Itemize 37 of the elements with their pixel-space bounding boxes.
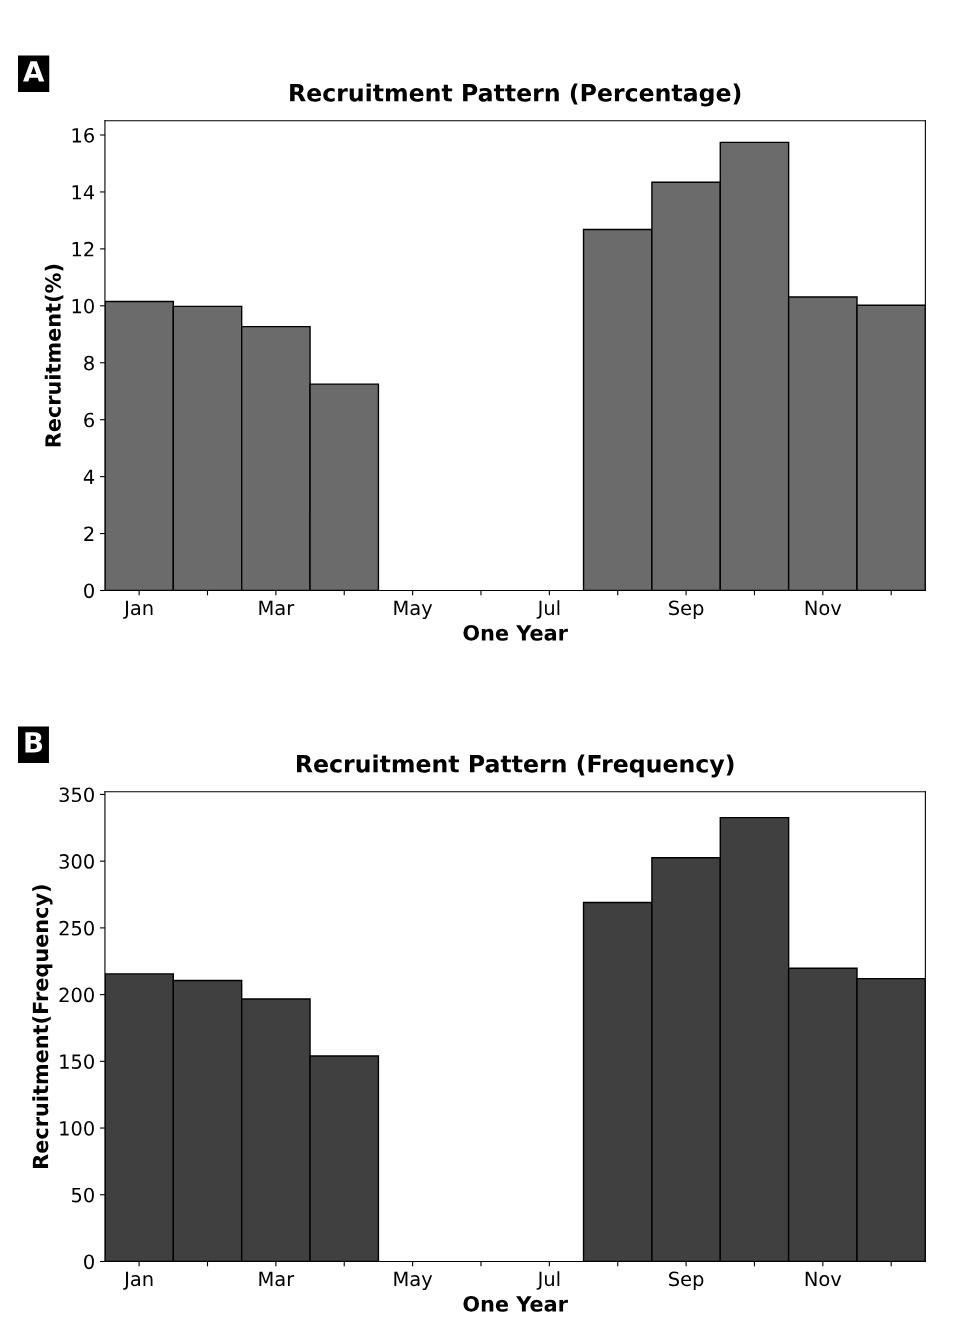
y-tick-label: 250 (59, 920, 94, 936)
y-tick-label: 0 (84, 1254, 94, 1270)
x-tick-label: Jan (123, 1271, 153, 1290)
y-tick-label: 100 (60, 1121, 94, 1136)
y-tick-label: 4 (83, 469, 95, 484)
x-tick-label: Jul (536, 1271, 560, 1290)
y-tick-label: 50 (71, 1187, 94, 1203)
text: A (23, 61, 45, 82)
x-axis-title: One Year (463, 1295, 568, 1312)
y-tick-label: 12 (72, 241, 94, 257)
x-tick-label: Sep (669, 1271, 704, 1291)
y-tick-label: 8 (84, 355, 94, 371)
x-tick-label: Mar (259, 1271, 295, 1287)
x-tick-label: May (394, 1271, 433, 1291)
x-tick-label: Mar (259, 600, 295, 616)
y-tick-label: 14 (72, 185, 95, 200)
x-tick-label: Sep (669, 600, 704, 620)
y-tick-label: 2 (84, 526, 94, 541)
text: B (25, 732, 43, 753)
y-tick-label: 0 (84, 583, 94, 599)
chart-title: Recruitment Pattern (Percentage) (290, 83, 741, 107)
y-tick-label: 150 (60, 1054, 94, 1069)
y-tick-label: 10 (72, 298, 94, 314)
x-axis-title: One Year (463, 624, 568, 641)
y-tick-label: 200 (59, 987, 94, 1003)
y-tick-label: 300 (59, 854, 94, 869)
x-tick-label: Jul (536, 600, 560, 619)
x-tick-label: Nov (805, 1271, 842, 1287)
y-tick-label: 16 (72, 127, 94, 143)
x-tick-label: May (394, 600, 433, 620)
x-tick-label: Nov (805, 600, 842, 616)
y-axis-title: Recruitment(%) (44, 264, 64, 447)
y-tick-label: 6 (84, 412, 94, 428)
y-axis-title: Recruitment(Frequency) (32, 885, 53, 1168)
y-tick-label: 350 (59, 787, 94, 803)
x-tick-label: Jan (123, 600, 153, 619)
chart-title: Recruitment Pattern (Frequency) (297, 754, 734, 778)
